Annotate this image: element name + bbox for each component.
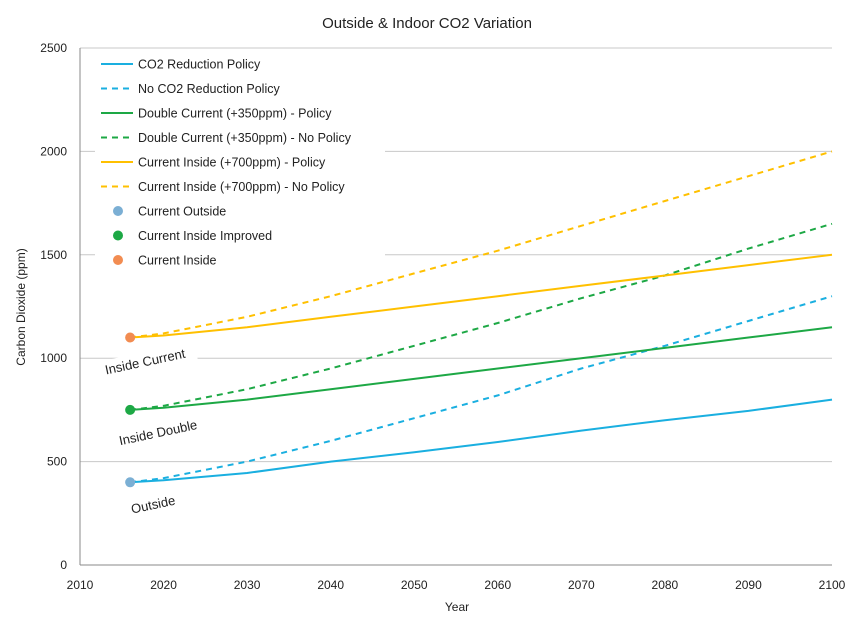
x-tick-label-2020: 2020 [150,578,177,592]
legend-label-3: Double Current (+350ppm) - Policy [138,107,332,121]
legend-swatch-7 [113,206,123,216]
axes: 0 500 1000 1500 2000 2500 2010 2020 2030 2040 2050… [40,41,845,592]
annotation-label-2: Inside Double [118,417,199,448]
annotation-bg-3 [100,484,207,526]
series-lines [129,150,833,484]
annotation-label-1: Inside Current [104,346,187,378]
x-axis-title: Year [445,600,469,614]
y-tick-label-0: 0 [60,558,67,572]
legend-label-5: Current Inside (+700ppm) - Policy [138,156,326,170]
series-line-2 [129,295,833,484]
y-tick-label-2000: 2000 [40,144,67,158]
legend-swatch-9 [113,255,123,265]
annotation-bg-1 [92,341,199,383]
x-tick-label-2080: 2080 [652,578,679,592]
y-tick-label-1000: 1000 [40,351,67,365]
x-tick-label-2060: 2060 [484,578,511,592]
y-axis-title: Carbon Dioxide (ppm) [14,248,28,365]
y-tick-label-1500: 1500 [40,248,67,262]
legend-label-6: Current Inside (+700ppm) - No Policy [138,180,345,194]
point-marker-1 [125,477,136,488]
legend-label-7: Current Outside [138,205,226,219]
series-line-5 [130,253,833,339]
chart-title: Outside & Indoor CO2 Variation [322,15,532,32]
legend: CO2 Reduction Policy No CO2 Reduction Pol… [95,50,385,277]
x-tick-label-2040: 2040 [317,578,344,592]
data-points [125,332,136,488]
x-tick-label-2010: 2010 [67,578,94,592]
legend-label-9: Current Inside [138,254,217,268]
series-line-4 [129,222,833,411]
series-line-6 [129,150,833,339]
y-tick-label-500: 500 [47,455,67,469]
series-line-3 [130,326,833,411]
point-marker-2 [125,404,136,415]
x-tick-label-2050: 2050 [401,578,428,592]
y-tick-label-2500: 2500 [40,41,67,55]
legend-label-4: Double Current (+350ppm) - No Policy [138,131,352,145]
point-marker-3 [125,332,136,343]
x-tick-label-2100: 2100 [819,578,846,592]
series-line-1 [130,398,833,484]
legend-label-1: CO2 Reduction Policy [138,58,261,72]
legend-label-8: Current Inside Improved [138,229,272,243]
legend-label-2: No CO2 Reduction Policy [138,82,280,96]
x-tick-label-2090: 2090 [735,578,762,592]
x-tick-label-2070: 2070 [568,578,595,592]
x-tick-label-2030: 2030 [234,578,261,592]
annotation-bg-2 [105,412,212,454]
legend-background [95,50,385,277]
legend-swatch-8 [113,230,123,241]
